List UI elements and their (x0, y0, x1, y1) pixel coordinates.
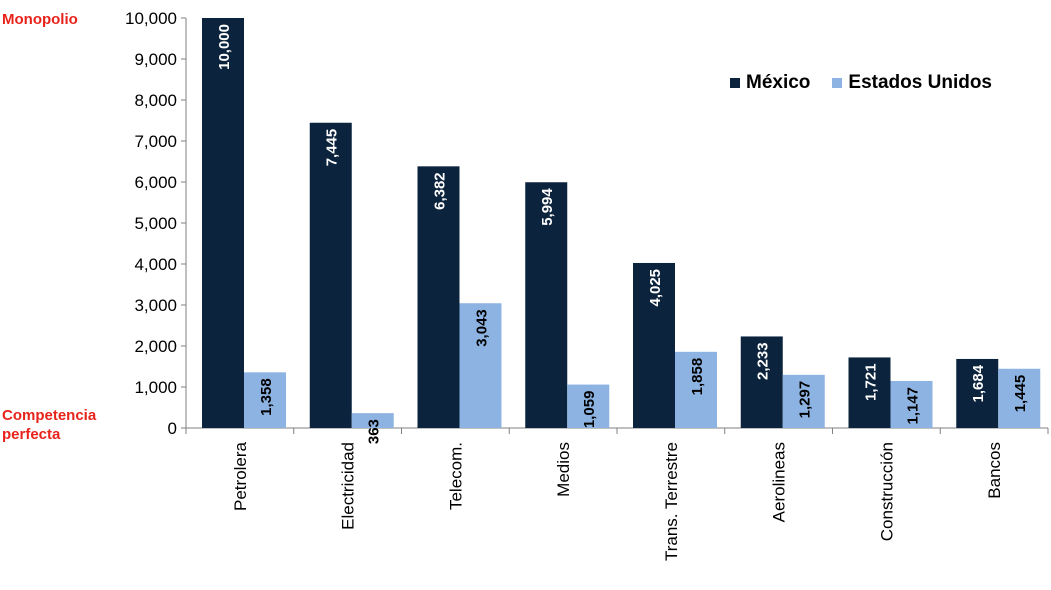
bar-mexico (309, 122, 352, 428)
perfect-competition-label-line2: perfecta (2, 426, 61, 443)
y-tick-label: 5,000 (134, 214, 177, 233)
bar-usa (567, 384, 610, 428)
legend-item-usa: Estados Unidos (832, 72, 992, 94)
bar-mexico (525, 182, 568, 428)
bar-usa (675, 351, 717, 428)
monopoly-label: Monopolio (2, 11, 78, 28)
y-tick-label: 6,000 (134, 173, 177, 192)
y-tick-label: 10,000 (125, 9, 177, 28)
category-label: Trans. Terrestre (662, 442, 681, 561)
y-tick-label: 3,000 (134, 296, 177, 315)
category-label: Aerolineas (770, 442, 789, 522)
data-label-usa: 1,297 (797, 381, 814, 419)
y-tick-label: 1,000 (134, 378, 177, 397)
bar-usa (459, 303, 502, 428)
data-label-mexico: 6,382 (432, 172, 449, 210)
y-tick-label: 7,000 (134, 132, 177, 151)
category-label: Petrolera (231, 441, 250, 511)
data-label-mexico: 1,721 (863, 363, 880, 401)
y-tick-label: 0 (168, 419, 177, 438)
legend-label-mexico: México (746, 72, 811, 93)
category-label: Electricidad (339, 442, 358, 530)
data-label-usa: 1,059 (581, 391, 598, 429)
perfect-competition-label-line1: Competencia (2, 407, 97, 424)
category-label: Bancos (985, 442, 1004, 499)
data-label-usa: 1,858 (689, 358, 706, 396)
bar-usa (782, 374, 825, 428)
bar-mexico (740, 336, 783, 428)
data-label-usa: 1,445 (1012, 375, 1029, 413)
data-label-mexico: 2,233 (755, 342, 772, 380)
chart-legend: México Estados Unidos (730, 72, 992, 94)
bar-usa (244, 372, 286, 428)
data-label-mexico: 4,025 (647, 269, 664, 307)
bar-mexico (956, 358, 999, 428)
y-tick-label: 8,000 (134, 91, 177, 110)
legend-label-usa: Estados Unidos (848, 72, 992, 93)
perfect-competition-label: Competencia perfecta (2, 406, 122, 444)
legend-item-mexico: México (730, 72, 810, 94)
bar-mexico (417, 166, 460, 428)
category-label: Construcción (877, 442, 896, 541)
bar-usa (998, 368, 1041, 428)
data-label-usa: 363 (366, 419, 383, 444)
y-tick-label: 2,000 (134, 337, 177, 356)
legend-swatch-mexico (730, 78, 740, 88)
bar-mexico (848, 357, 891, 428)
data-label-mexico: 1,684 (970, 364, 987, 402)
data-label-usa: 1,147 (905, 387, 922, 425)
data-label-usa: 1,358 (258, 378, 275, 416)
category-label: Telecom. (446, 442, 465, 510)
data-label-mexico: 10,000 (216, 24, 233, 70)
bar-mexico (202, 18, 244, 428)
y-tick-label: 9,000 (134, 50, 177, 69)
bar-usa (351, 413, 394, 428)
bar-mexico (633, 262, 675, 428)
data-label-mexico: 5,994 (539, 188, 556, 226)
data-label-usa: 3,043 (474, 309, 491, 347)
category-label: Medios (554, 442, 573, 497)
y-tick-label: 4,000 (134, 255, 177, 274)
bar-usa (890, 380, 933, 428)
data-label-mexico: 7,445 (324, 129, 341, 167)
legend-swatch-usa (832, 78, 843, 88)
